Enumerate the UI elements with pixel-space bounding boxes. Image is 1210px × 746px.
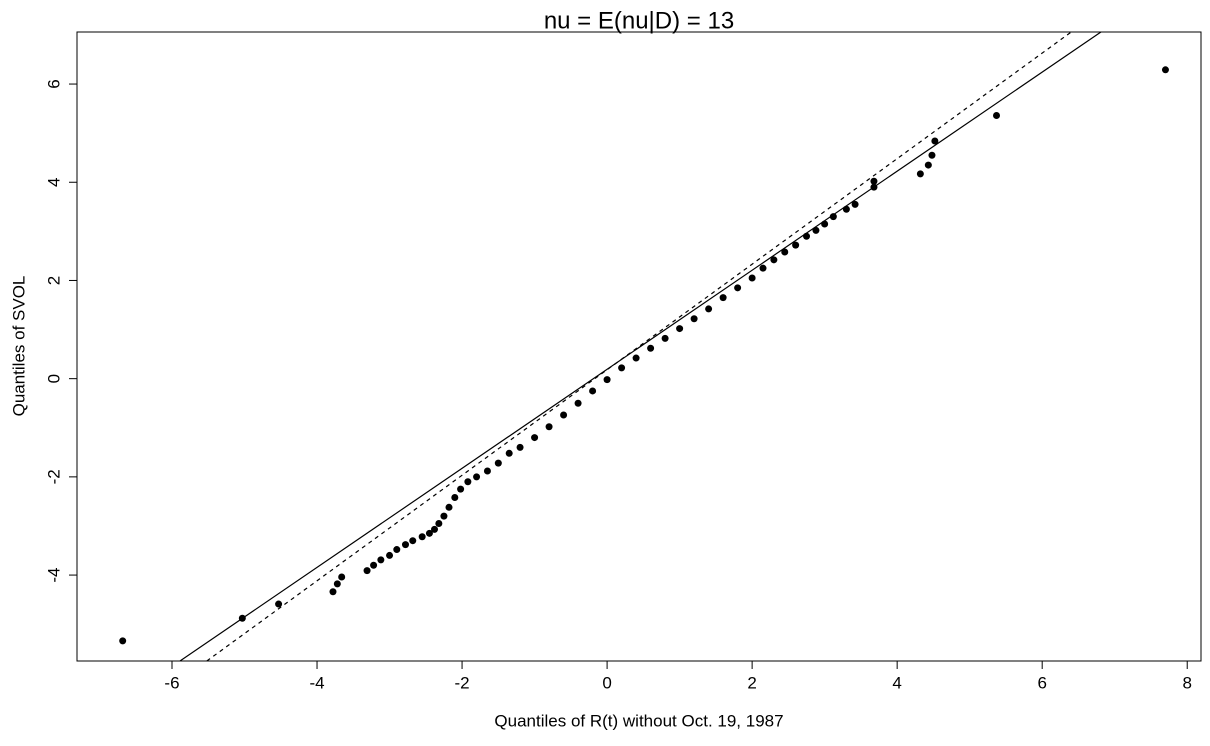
point xyxy=(770,256,778,264)
point xyxy=(531,434,539,442)
point xyxy=(690,315,698,323)
x-tick-label: 4 xyxy=(892,673,901,692)
point xyxy=(464,478,472,486)
point xyxy=(993,111,1001,119)
y-tick-label: 0 xyxy=(44,374,63,383)
y-tick-label: 4 xyxy=(44,178,63,187)
y-axis-label: Quantiles of SVOL xyxy=(9,276,28,417)
point xyxy=(329,588,337,596)
point xyxy=(431,525,439,533)
point xyxy=(505,449,513,457)
point xyxy=(445,503,453,511)
point xyxy=(748,274,756,282)
point xyxy=(812,226,820,234)
y-tick-label: 2 xyxy=(44,276,63,285)
x-tick-label: -4 xyxy=(309,673,324,692)
point xyxy=(924,161,932,169)
point xyxy=(545,423,553,431)
x-tick-label: 2 xyxy=(747,673,756,692)
point xyxy=(661,334,669,342)
point xyxy=(435,520,443,528)
point xyxy=(821,220,829,228)
y-tick-label: 6 xyxy=(44,79,63,88)
point xyxy=(386,551,394,559)
point xyxy=(589,387,597,395)
point xyxy=(440,512,448,520)
point xyxy=(603,376,611,384)
point xyxy=(238,614,246,622)
x-tick-label: -2 xyxy=(454,673,469,692)
point xyxy=(451,493,459,501)
x-tick-label: 6 xyxy=(1037,673,1046,692)
point xyxy=(647,344,655,352)
point xyxy=(719,294,727,302)
point xyxy=(483,467,491,475)
point xyxy=(618,364,626,372)
point xyxy=(370,561,378,569)
point xyxy=(494,459,502,467)
point xyxy=(516,443,524,451)
chart-title: nu = E(nu|D) = 13 xyxy=(544,7,734,34)
point xyxy=(574,399,582,407)
point xyxy=(377,556,385,564)
reference-line xyxy=(206,32,1072,661)
reference-line xyxy=(179,32,1102,661)
point xyxy=(916,170,924,178)
point xyxy=(792,241,800,249)
point xyxy=(425,529,433,537)
point xyxy=(119,637,127,645)
point xyxy=(473,473,481,481)
point xyxy=(803,232,811,240)
y-tick-label: -2 xyxy=(44,469,63,484)
point xyxy=(333,580,341,588)
point xyxy=(560,411,568,419)
x-tick-label: 8 xyxy=(1182,673,1191,692)
point xyxy=(401,541,409,549)
point xyxy=(829,213,837,221)
point xyxy=(1161,66,1169,74)
point xyxy=(928,151,936,159)
point xyxy=(734,284,742,292)
x-tick-label: 0 xyxy=(602,673,611,692)
point xyxy=(457,485,465,493)
point xyxy=(338,573,346,581)
point xyxy=(870,183,878,191)
point xyxy=(363,567,371,575)
point xyxy=(842,205,850,213)
point xyxy=(275,600,283,608)
y-tick-label: -4 xyxy=(44,568,63,583)
x-axis-label: Quantiles of R(t) without Oct. 19, 1987 xyxy=(494,711,783,730)
point xyxy=(851,200,859,208)
point xyxy=(676,325,684,333)
point xyxy=(931,137,939,145)
point xyxy=(759,264,767,272)
point xyxy=(705,305,713,313)
point xyxy=(781,248,789,256)
plot-frame xyxy=(76,31,1202,662)
point xyxy=(418,533,426,541)
point xyxy=(393,546,401,554)
point xyxy=(632,354,640,362)
point xyxy=(409,537,417,545)
x-tick-label: -6 xyxy=(164,673,179,692)
point xyxy=(870,177,878,185)
